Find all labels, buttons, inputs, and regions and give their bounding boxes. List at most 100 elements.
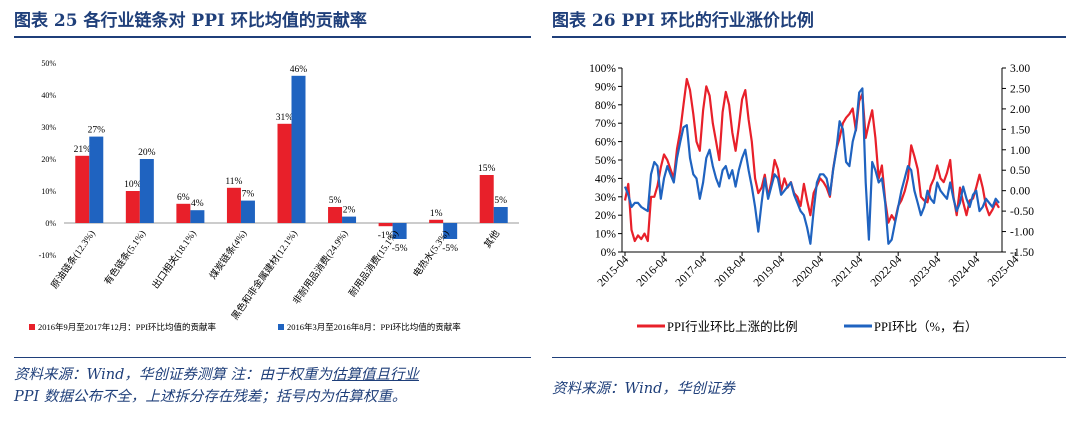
y-tick-label-right: 3.00 [1010, 63, 1030, 75]
bar [139, 159, 154, 223]
chart-26-rule-bottom [552, 357, 1066, 358]
y-tick-label-right: -1.00 [1010, 227, 1034, 239]
bar [125, 191, 140, 223]
bar [240, 200, 255, 223]
x-tick-label: 2022-04 [869, 253, 905, 289]
x-tick-label: 2018-04 [713, 253, 749, 289]
bar-value-label: 4% [191, 199, 204, 209]
y-tick-label-left: 20% [595, 210, 617, 222]
category-label: 出口相关(18.1%) [150, 228, 199, 291]
bar [392, 223, 407, 239]
chart-25-rule-top [14, 36, 531, 38]
category-label: 非耐用品消费(24.9%) [290, 228, 350, 307]
line-chart: 0% 10% 20% 30% 40% 50% 60% 70% 80% 90% 100% -1.50 -1… [589, 63, 1034, 334]
y-tick-label: 40% [41, 91, 56, 100]
bar [429, 219, 444, 223]
bar [291, 75, 306, 223]
series-line [623, 87, 1000, 245]
y-tick-label-right: 0.00 [1010, 186, 1030, 198]
bar-value-label: -5% [392, 244, 408, 254]
chart-25-source-text: 资料来源：Wind，华创证券测算 注：由于权重为 [14, 367, 333, 383]
chart-26-title: 图表 26 PPI 环比的行业涨价比例 [552, 11, 814, 31]
bar [190, 210, 205, 223]
bar [176, 203, 191, 223]
x-tick-label: 2017-04 [674, 253, 710, 289]
bar-value-label: 31% [276, 113, 294, 123]
series-line [623, 77, 1000, 243]
bar [493, 207, 508, 223]
bar-value-label: 5% [329, 196, 342, 206]
chart-26-source: 资料来源：Wind，华创证券 [552, 381, 735, 397]
legend-label: PPI行业环比上涨的比例 [667, 319, 798, 334]
y-tick-label-left: 80% [595, 100, 617, 112]
legend-label: 2016年9月至2017年12月：PPI环比均值的贡献率 [38, 322, 217, 332]
y-tick-label-right: 2.50 [1010, 83, 1030, 95]
bar-value-label: 21% [74, 145, 92, 155]
legend-swatch [278, 324, 284, 330]
legend-label: 2016年3月至2016年8月：PPI环比均值的贡献率 [287, 322, 461, 332]
x-tick-label: 2016-04 [635, 253, 671, 289]
y-tick-label-left: 50% [595, 155, 617, 167]
chart-25-source-note: PPI 数据公布不全，上述拆分存在残差；括号内为估算权重。 [14, 389, 407, 405]
legend-label: PPI环比（%，右） [874, 319, 977, 334]
x-tick-label: 2023-04 [908, 253, 944, 289]
y-tick-label: 20% [41, 155, 56, 164]
bar-value-label: 6% [177, 193, 190, 203]
legend-swatch [29, 324, 35, 330]
category-label: 其他 [481, 227, 502, 250]
y-tick-label-right: 1.50 [1010, 124, 1030, 136]
chart-26-rule-top [552, 36, 1066, 38]
y-tick-label-left: 70% [595, 118, 617, 130]
bar [277, 123, 292, 223]
chart-25-source: 资料来源：Wind，华创证券测算 注：由于权重为估算值且行业 PPI 数据公布不… [14, 364, 531, 408]
bar [342, 216, 357, 223]
bar-value-label: 46% [290, 65, 308, 75]
bar-value-label: 2% [343, 206, 356, 216]
y-tick-label-right: 1.00 [1010, 145, 1030, 157]
bar-value-label: 27% [88, 126, 106, 136]
chart-25-source-underline: 估算值且行业 [332, 367, 420, 383]
chart-25-title: 图表 25 各行业链条对 PPI 环比均值的贡献率 [14, 11, 367, 31]
bar [378, 223, 393, 227]
category-label: 耐用品消费(15.1%) [346, 228, 401, 299]
category-label: 有色链条(5.1%) [102, 228, 149, 287]
bar-value-label: 7% [242, 190, 255, 200]
y-tick-label: -10% [39, 251, 57, 260]
y-tick-label-right: 2.00 [1010, 104, 1030, 116]
y-tick-label: 0% [45, 219, 56, 228]
y-tick-label: 10% [41, 187, 56, 196]
x-tick-label: 2020-04 [791, 253, 827, 289]
x-tick-label: 2021-04 [830, 253, 866, 289]
bar [479, 175, 494, 223]
x-tick-label: 2025-04 [986, 253, 1022, 289]
category-label: 煤炭链条(4%) [207, 228, 250, 282]
y-tick-label-left: 90% [595, 81, 617, 93]
y-tick-label-left: 30% [595, 192, 617, 204]
bar-value-label: 1% [430, 209, 443, 219]
bar-value-label: -5% [442, 244, 458, 254]
bar [75, 155, 90, 223]
y-tick-label-right: 0.50 [1010, 165, 1030, 177]
chart-25-rule-bottom [14, 357, 531, 358]
bar [226, 187, 241, 223]
y-tick-label-left: 60% [595, 137, 617, 149]
bar-chart: -10%0%10%20%30%40%50%21%27%原油链条(12.3%)10… [29, 59, 519, 332]
bar-value-label: 10% [124, 180, 142, 190]
bar [443, 223, 458, 239]
x-tick-label: 2019-04 [752, 253, 788, 289]
bar-value-label: 15% [478, 164, 496, 174]
bar-value-label: 5% [494, 196, 507, 206]
x-tick-label: 2024-04 [947, 253, 983, 289]
bar-value-label: 11% [225, 177, 242, 187]
y-tick-label-left: 100% [589, 63, 616, 75]
bar-value-label: 20% [138, 148, 156, 158]
bar [328, 207, 343, 223]
bar-value-label: -1% [378, 231, 394, 241]
y-tick-label-left: 0% [601, 247, 617, 259]
y-tick-label-left: 10% [595, 229, 617, 241]
bar [89, 136, 104, 223]
y-tick-label-right: -0.50 [1010, 206, 1034, 218]
y-tick-label: 30% [41, 123, 56, 132]
y-tick-label: 50% [41, 59, 56, 68]
y-tick-label-right: -1.50 [1010, 247, 1034, 259]
